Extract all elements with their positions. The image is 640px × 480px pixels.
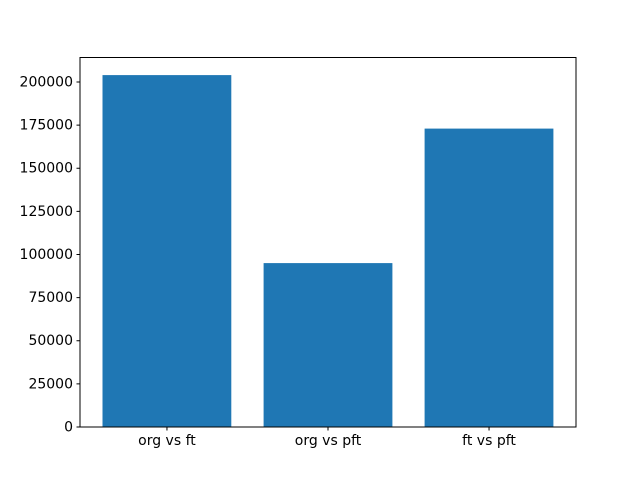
y-tick-label: 200000 bbox=[20, 74, 73, 90]
y-tick-label: 25000 bbox=[28, 376, 73, 392]
y-tick-label: 175000 bbox=[20, 118, 73, 134]
y-tick-label: 125000 bbox=[20, 204, 73, 220]
y-tick-label: 150000 bbox=[20, 161, 73, 177]
bar-org-vs-pft bbox=[263, 263, 393, 427]
y-tick-label: 0 bbox=[64, 420, 73, 436]
bar-ft-vs-pft bbox=[424, 128, 554, 427]
axes-border-overlay bbox=[79, 57, 577, 428]
x-tick-label: ft vs pft bbox=[462, 433, 516, 449]
x-tick-label: org vs ft bbox=[138, 433, 196, 449]
y-tick-label: 100000 bbox=[20, 247, 73, 263]
y-tick-label: 50000 bbox=[28, 333, 73, 349]
bar-org-vs-ft bbox=[102, 75, 232, 427]
y-tick-label: 75000 bbox=[28, 290, 73, 306]
x-tick-label: org vs pft bbox=[295, 433, 362, 449]
